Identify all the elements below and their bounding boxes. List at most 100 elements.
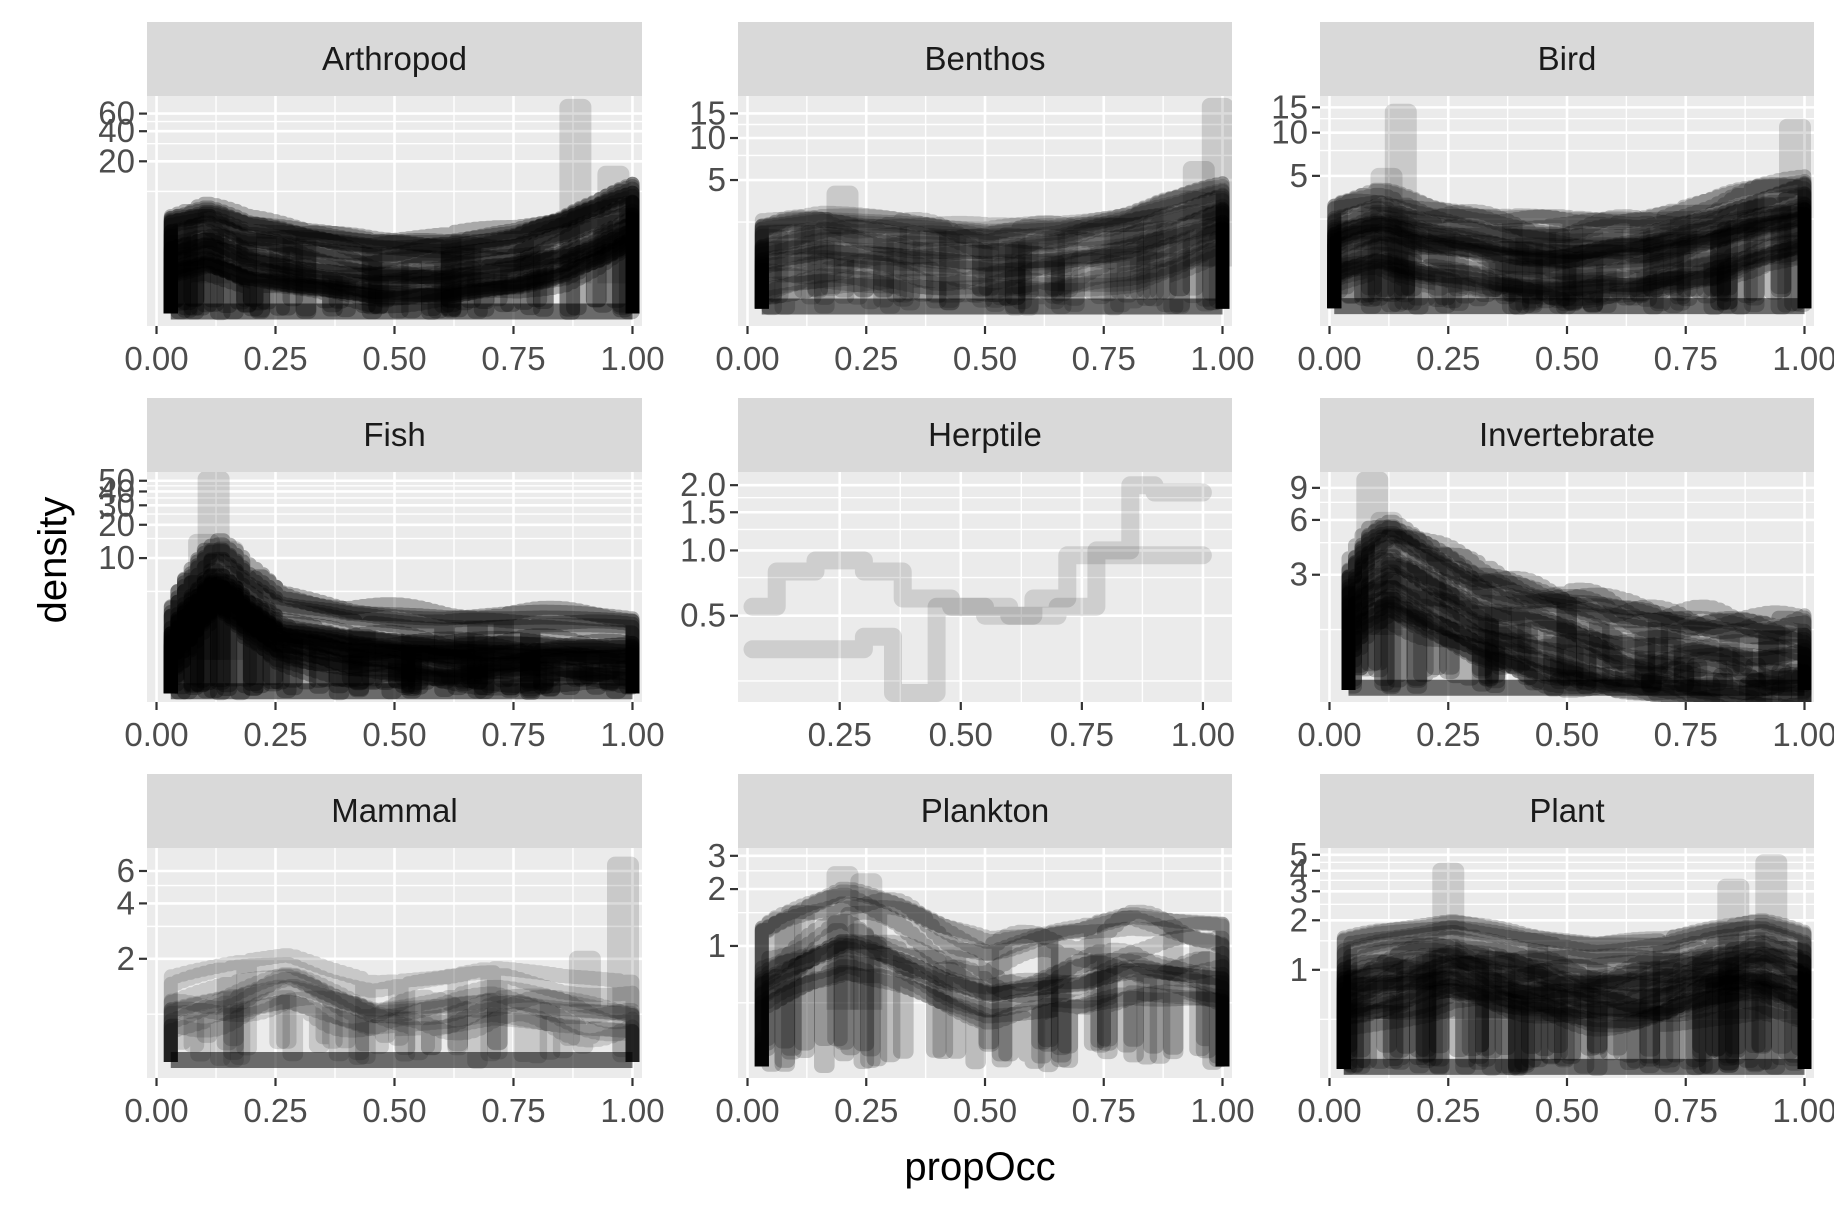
y-tick-label: 5 (1290, 836, 1308, 873)
y-tick-label: 15 (1271, 88, 1308, 125)
density-line (1327, 237, 1812, 315)
density-line (163, 223, 640, 315)
density-line (1327, 208, 1812, 313)
y-tick-label: 6 (1290, 501, 1308, 538)
density-line (1336, 930, 1812, 1075)
density-line (1336, 972, 1812, 1073)
x-tick-label: 0.25 (243, 716, 307, 753)
density-line (163, 216, 640, 314)
density-spike (211, 541, 244, 660)
density-line (1336, 924, 1812, 1075)
density-line (754, 239, 1230, 316)
density-line (1327, 201, 1812, 309)
density-line (754, 938, 1230, 1072)
density-line (1327, 199, 1812, 309)
density-line (754, 965, 1230, 1069)
x-tick-label: 0.50 (362, 1092, 426, 1129)
y-tick-label: 2 (1290, 901, 1308, 938)
density-line (163, 972, 640, 1068)
x-tick-label: 1.00 (1190, 1092, 1254, 1129)
density-line (1336, 970, 1812, 1071)
density-line (1341, 549, 1812, 695)
x-tick-label: 0.00 (1297, 340, 1361, 377)
density-line (163, 230, 640, 316)
x-tick-label: 1.00 (600, 340, 664, 377)
density-line (1341, 580, 1812, 697)
y-tick-label: 30 (98, 486, 135, 523)
strip-mammal (147, 774, 642, 848)
x-tick-label: 0.00 (715, 1092, 779, 1129)
density-line (163, 194, 640, 320)
strip-herptile (738, 398, 1232, 472)
density-line (1327, 245, 1812, 309)
density-line (163, 600, 640, 694)
density-line (163, 592, 640, 694)
panel-plankton: Plankton 1 23 0.00 0.25 0.50 0.75 1.00 (708, 774, 1255, 1129)
density-line (754, 938, 1230, 1067)
density-line (1336, 946, 1812, 1069)
panel-bg-herptile (738, 472, 1232, 702)
x-tick-label: 1.00 (600, 716, 664, 753)
density-line (163, 583, 640, 699)
density-line (163, 209, 640, 314)
density-line (754, 178, 1230, 316)
x-tick-label: 1.00 (1772, 340, 1834, 377)
density-line (163, 234, 640, 318)
density-lines-herptile (743, 476, 1212, 702)
density-line (754, 201, 1230, 309)
density-line (1327, 202, 1812, 311)
x-tick-label: 0.25 (243, 340, 307, 377)
density-line (754, 238, 1230, 309)
density-line (163, 234, 640, 320)
density-line (754, 913, 1230, 1070)
y-tick-label: 10 (1271, 114, 1308, 151)
density-spike (826, 866, 859, 1010)
density-line (1341, 553, 1812, 691)
density-spike (1432, 862, 1465, 1020)
density-line (163, 207, 640, 314)
y-tick-label: 1 (708, 927, 726, 964)
density-line (754, 184, 1230, 311)
density-line (163, 979, 640, 1069)
density-line (1341, 560, 1812, 693)
density-line (1336, 983, 1812, 1069)
x-tick-label: 0.25 (243, 1092, 307, 1129)
x-tick-label: 0.00 (1297, 1092, 1361, 1129)
x-tick-label: 0.00 (715, 340, 779, 377)
density-line (754, 227, 1230, 312)
strip-label-bird: Bird (1538, 40, 1597, 77)
density-line (163, 967, 640, 1062)
y-tick-label: 2 (708, 870, 726, 907)
density-line (754, 176, 1230, 309)
density-spike (1717, 878, 1750, 1020)
density-line (163, 594, 640, 697)
density-line (754, 190, 1230, 310)
density-line (163, 551, 640, 699)
density-line (163, 176, 640, 320)
density-line (1327, 223, 1812, 315)
density-line (1341, 528, 1812, 690)
density-line (754, 176, 1230, 314)
density-line (1336, 973, 1812, 1069)
density-line (754, 933, 1230, 1073)
strip-benthos (738, 22, 1232, 96)
density-line (163, 572, 640, 696)
density-spike (1370, 167, 1403, 265)
density-line (1336, 914, 1812, 1069)
density-line (754, 966, 1230, 1067)
y-tick-label: 4 (1290, 852, 1308, 889)
y-tick-label: 5 (1290, 157, 1308, 194)
density-line (163, 957, 640, 1062)
density-line (163, 594, 640, 697)
y-tick-label: 10 (689, 119, 726, 156)
density-line (754, 905, 1230, 1068)
density-line (1336, 948, 1812, 1074)
density-line (1327, 186, 1812, 310)
panel-mammal: Mammal 2 46 0.00 0.25 0.50 0.75 1.00 (117, 774, 665, 1129)
density-line (163, 968, 640, 1065)
x-tick-label: 1.00 (1772, 716, 1834, 753)
density-spike (607, 856, 639, 1007)
density-line (1327, 237, 1812, 312)
strip-label-fish: Fish (363, 416, 425, 453)
